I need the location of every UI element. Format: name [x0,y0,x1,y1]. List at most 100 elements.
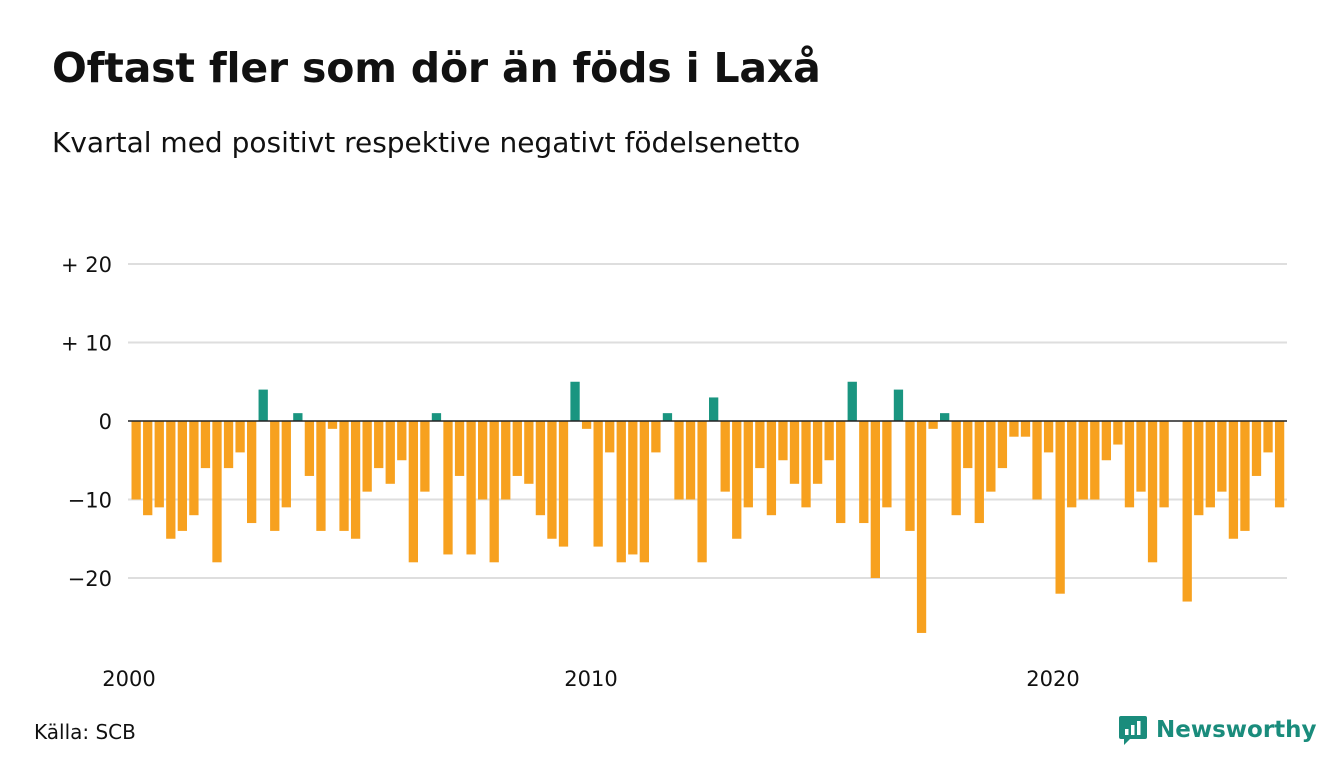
bar [350,421,361,539]
bar [836,421,846,524]
bar [1124,421,1135,508]
x-tick-label: 2010 [564,667,617,691]
bar [605,421,615,453]
bar [223,421,234,469]
bar [177,421,187,531]
newsworthy-logo: Newsworthy [1118,714,1317,746]
bar [824,421,834,461]
bar [905,421,915,531]
bar [489,421,499,563]
bar [882,421,892,508]
bar [547,421,557,539]
bar [893,389,904,421]
bar [466,421,476,555]
bar [1263,421,1273,453]
bar [189,421,199,516]
bar [270,421,280,531]
bar [1009,421,1019,437]
bar [212,421,222,563]
bar [940,413,950,421]
bar [963,421,973,469]
bar [397,421,407,461]
bar [443,421,453,555]
bar [478,421,488,500]
bar [316,421,326,531]
y-tick-label: + 10 [61,332,112,356]
bar [709,397,719,421]
bar [766,421,777,516]
bar [374,421,384,469]
bar [1274,421,1285,508]
bar [581,421,592,429]
bar [651,421,661,453]
bar [1182,421,1192,602]
bar [558,421,569,547]
bar [535,421,546,516]
bar [570,381,580,421]
bar [1217,421,1227,492]
bar [870,421,880,578]
x-axis-ticks: 2000 2010 2020 [102,667,1079,691]
bar [166,421,176,539]
bar [1101,421,1111,461]
chart-subtitle: Kvartal med positivt respektive negativt… [52,126,801,159]
bar [281,421,291,508]
bar [131,421,141,500]
bar [697,421,707,563]
bar [200,421,211,469]
bar [916,421,927,633]
bar [662,413,673,421]
bar [986,421,996,492]
bar [304,421,315,476]
bars [131,381,1285,633]
bar [1251,421,1262,476]
bar [593,421,603,547]
bar [859,421,869,524]
bar [628,421,638,555]
bar [385,421,395,484]
chart-title: Oftast fler som dör än föds i Laxå [52,44,821,92]
bar [1194,421,1204,516]
bar [1043,421,1054,453]
bar [512,421,522,476]
bar [674,421,684,500]
bar [362,421,372,492]
bar [1067,421,1077,508]
bar [720,421,730,492]
bar [755,421,765,469]
bar [801,421,811,508]
y-tick-label: −20 [68,567,112,591]
y-tick-label: −10 [68,489,112,513]
bar [616,421,626,563]
bar [1090,421,1100,500]
bar [1032,421,1042,500]
y-tick-label: + 20 [61,253,112,277]
bar [1055,421,1065,594]
bar [743,421,753,508]
bar [293,413,303,421]
bar [235,421,245,453]
bar [1147,421,1158,563]
bar [951,421,961,516]
bar [639,421,649,563]
bar [327,421,338,429]
bar [812,421,823,484]
logo-text: Newsworthy [1156,717,1317,743]
bar [258,389,268,421]
bar [339,421,349,531]
bar [1159,421,1169,508]
bar [501,421,511,500]
bar [1205,421,1215,508]
bar [1078,421,1088,500]
bar [778,421,788,461]
bar [1240,421,1250,531]
bar [408,421,418,563]
x-tick-label: 2000 [102,667,155,691]
bar [997,421,1008,469]
bar [1228,421,1239,539]
y-axis-ticks: + 20 + 10 0 −10 −20 [61,253,112,591]
bar [154,421,164,508]
bar [420,421,430,492]
bar [1020,421,1031,437]
